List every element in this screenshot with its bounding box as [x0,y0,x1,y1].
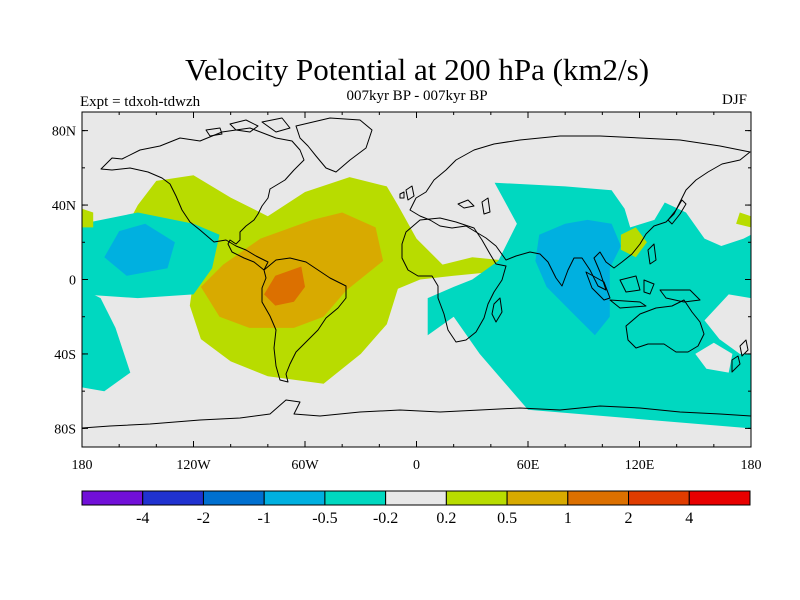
colorbar-swatch-10 [688,490,751,506]
colorbar-swatch-1 [142,490,204,506]
coastline-maritime-continent [585,243,701,309]
coastline-south-america [261,257,347,383]
lat-tick-label: 80S [54,422,76,437]
coastline-antarctica [82,399,751,429]
colorbar-swatch-8 [567,490,630,506]
contour-region-6 [104,223,175,276]
colorbar-swatch-0 [81,490,144,506]
lon-tick-label: 60E [517,458,540,473]
colorbar-swatch-3 [263,490,326,506]
contour-region-11 [620,227,647,258]
colorbar-swatch-4 [324,490,387,506]
colorbar-label: -0.5 [312,510,337,527]
coastline-layer [82,117,751,429]
coastline-eurasia [409,135,751,291]
contour-region-3 [82,288,131,392]
colorbar-label: 2 [625,510,633,527]
colorbar-label: 4 [685,510,693,527]
colorbar: -4 -2 -1 -0.5 -0.2 0.2 0.5 1 2 4 [81,490,751,527]
map-subtitle: 007kyr BP - 007kyr BP [346,88,488,104]
coastline-africa [401,217,507,343]
lat-tick-label: 40N [52,199,76,214]
lon-tick-label: 180 [72,458,93,473]
colorbar-label: 0.5 [497,510,517,527]
colorbar-label: 0.2 [436,510,456,527]
lon-tick-label: 120W [176,458,211,473]
coastline-japan [667,199,687,225]
contour-region-13 [736,212,751,228]
lon-tick-label: 120E [625,458,655,473]
contour-region-5 [264,266,305,306]
colorbar-swatch-5 [385,490,447,506]
colorbar-label: 1 [564,510,572,527]
coastline-new-zealand [731,339,749,373]
colorbar-swatch-6 [445,490,508,506]
colorbar-swatch-9 [628,490,690,506]
contour-region-10 [695,342,733,373]
lon-tick-label: 0 [413,458,420,473]
lon-tick-label: 60W [291,458,319,473]
lon-tick-label: 180 [741,458,762,473]
coastline-greenland [295,117,373,173]
contour-region-7 [535,219,621,336]
axis-layer: 80N 40N 0 40S 80S 180 120W 60W 0 60E 120E 180 [52,112,762,473]
colorbar-swatch-7 [506,490,569,506]
colorbar-label: -2 [197,510,210,527]
lat-tick-label: 80N [52,125,76,140]
lat-tick-label: 40S [54,348,76,363]
colorbar-label: -0.2 [373,510,398,527]
colorbar-label: -1 [258,510,271,527]
coastline-british-isles [399,185,415,201]
season-label: DJF [722,92,748,108]
map-title: Velocity Potential at 200 hPa (km2/s) [184,52,650,87]
colorbar-label: -4 [136,510,149,527]
coastline-inland-seas [457,197,491,215]
coastline-australia [625,299,705,353]
contour-region-12 [82,208,94,228]
lat-tick-label: 0 [69,274,76,289]
experiment-label: Expt = tdxoh-tdwzh [80,94,201,110]
contour-layer [82,175,751,429]
contour-region-8 [611,186,666,228]
coastline-arctic-islands [205,117,291,137]
colorbar-swatch-2 [202,490,265,506]
coastline-madagascar [491,297,503,323]
contour-region-9 [704,294,751,354]
